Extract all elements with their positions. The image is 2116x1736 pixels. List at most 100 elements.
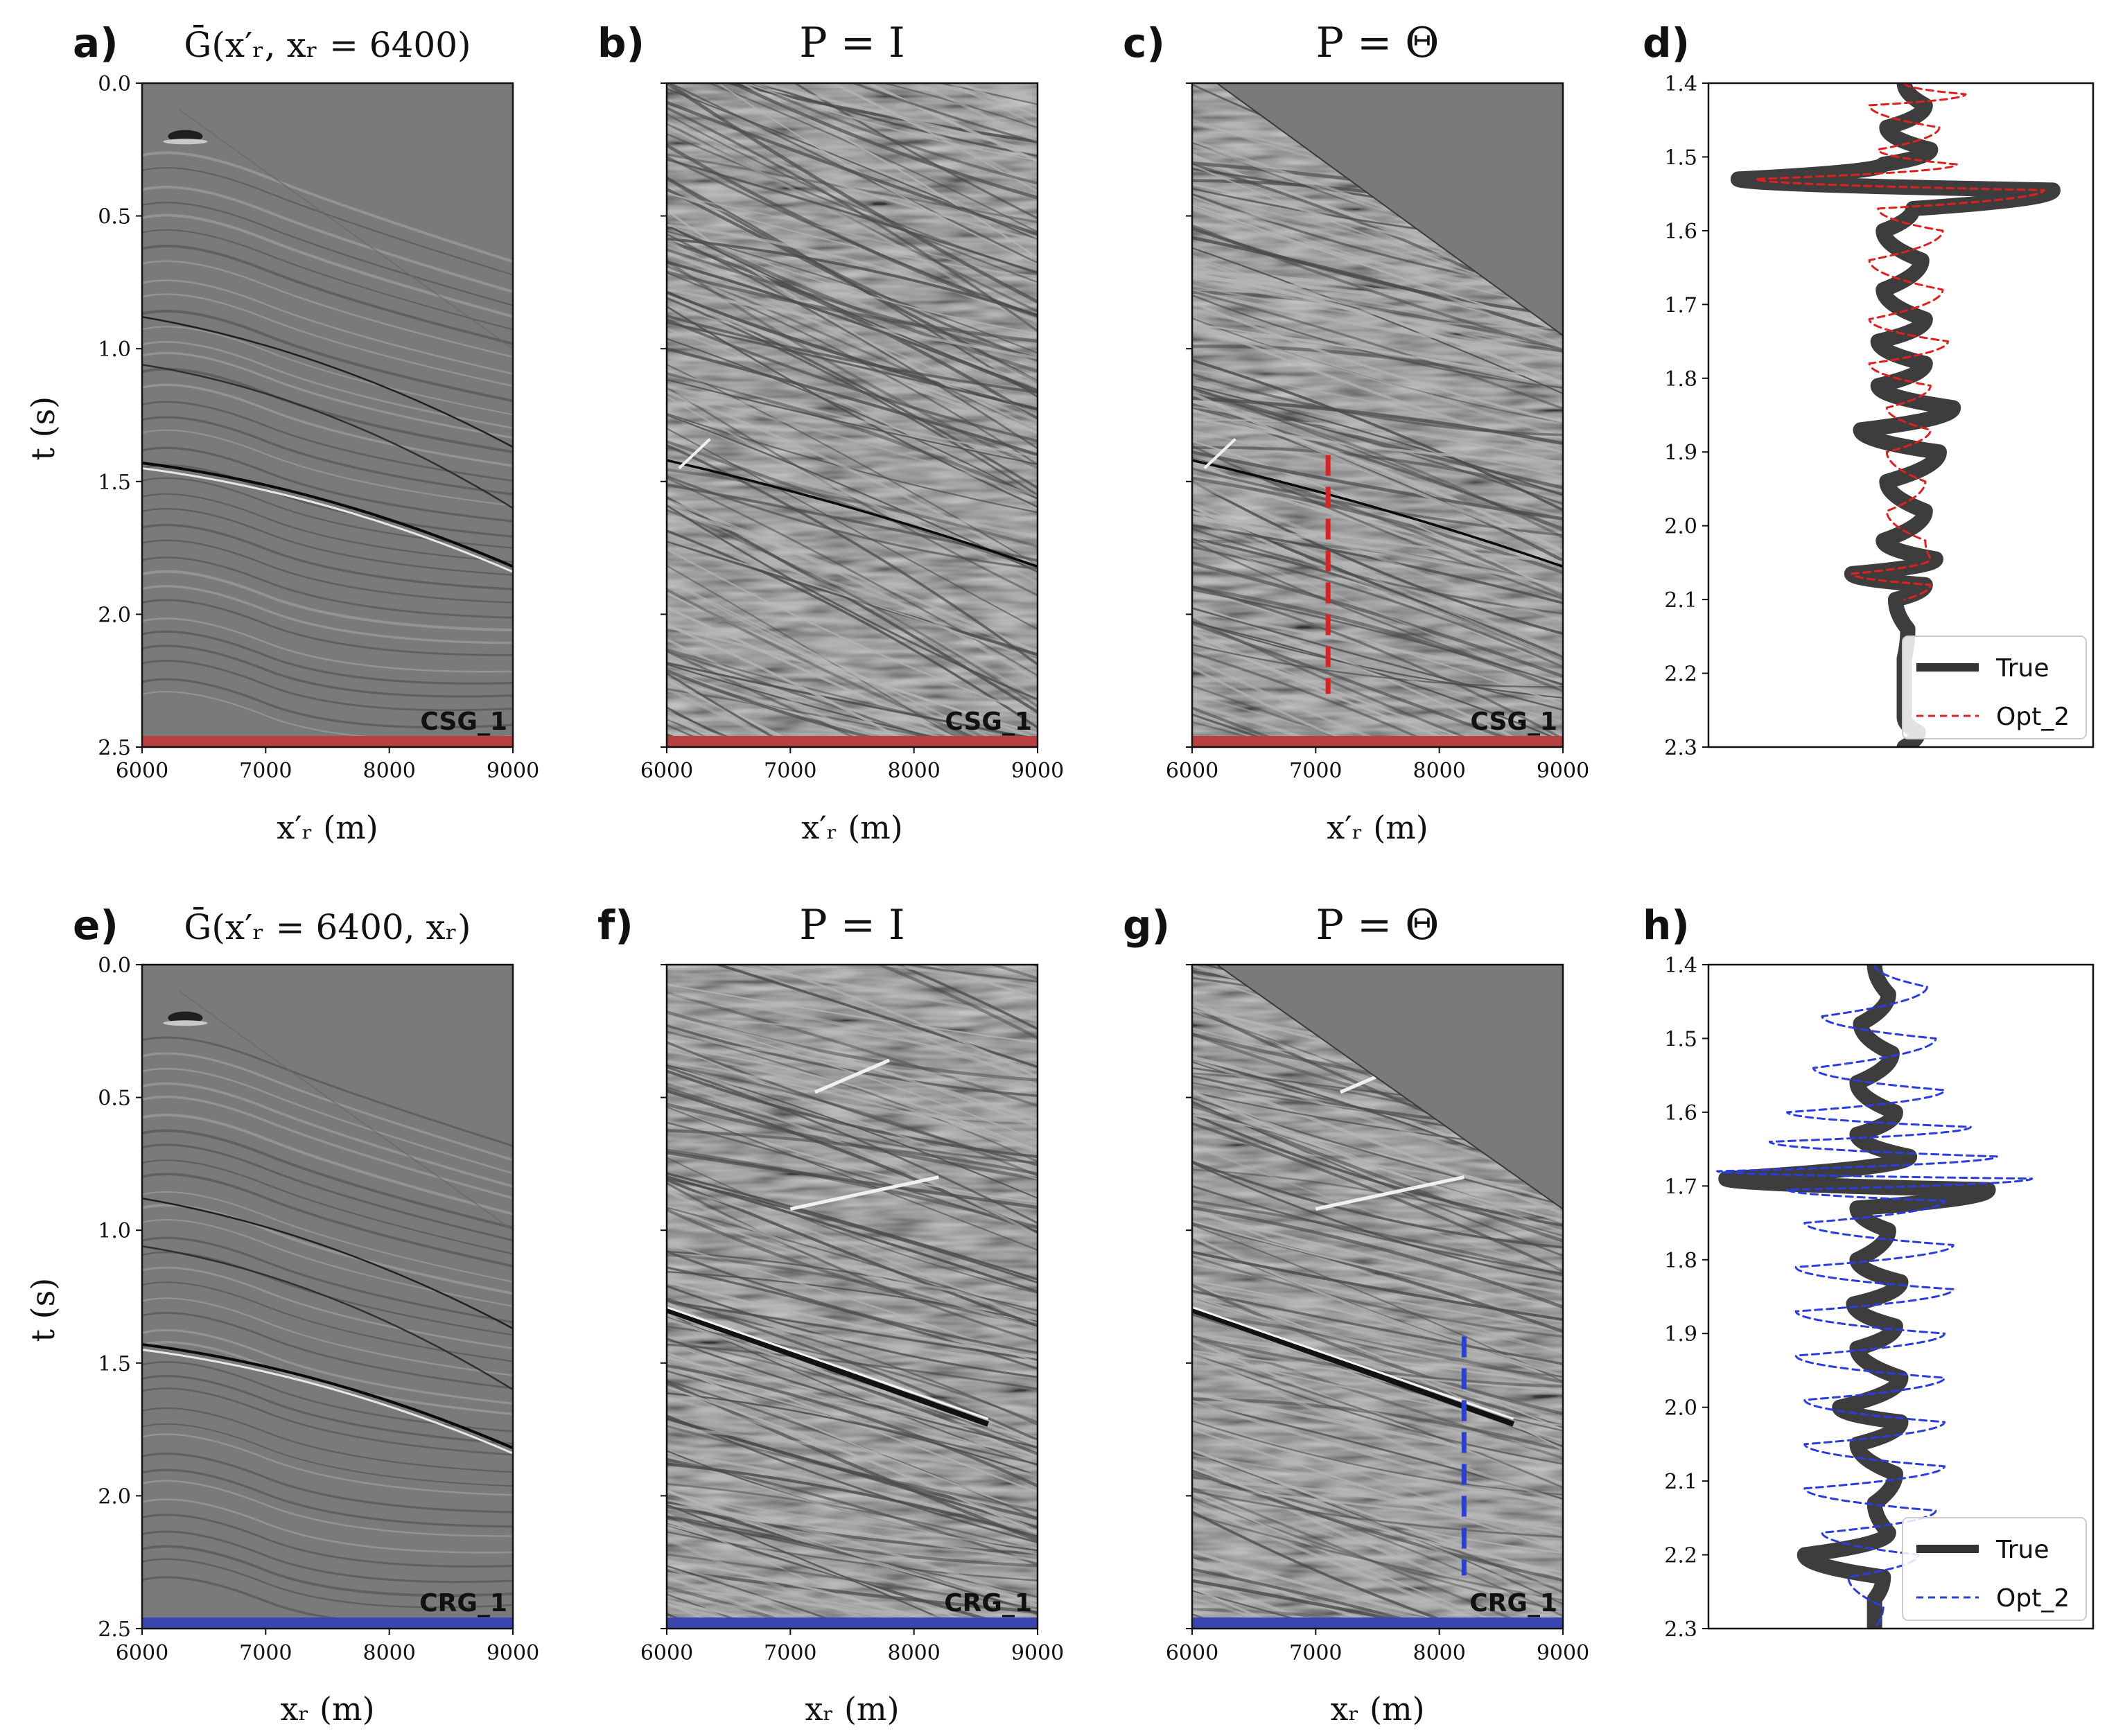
- gather-strip: [667, 736, 1038, 747]
- event-streak: [667, 1462, 1038, 1538]
- event-streak: [1192, 308, 1563, 375]
- event-streak: [667, 209, 1038, 431]
- event-streak: [1192, 254, 1563, 351]
- reflection-event: [142, 1423, 513, 1487]
- reflection-event: [142, 315, 513, 448]
- y-tick-label: 1.5: [1664, 146, 1697, 170]
- legend-label: Opt_2: [1996, 703, 2070, 731]
- strong-reflection-light: [142, 1349, 513, 1455]
- panel-letter: h): [1643, 902, 1690, 949]
- legend-label: Opt_2: [1996, 1584, 2070, 1613]
- y-tick-label: 2.3: [1664, 736, 1697, 760]
- event-streak: [1192, 1332, 1563, 1424]
- event-streak: [667, 1105, 1038, 1203]
- y-tick-label: 1.0: [98, 337, 131, 362]
- event-streak: [1192, 644, 1563, 688]
- gather-label: CRG_1: [1469, 1589, 1557, 1617]
- bright-event: [814, 1058, 890, 1094]
- event-streak: [1192, 1428, 1563, 1553]
- event-streak: [667, 321, 1038, 411]
- y-tick-label: 2.0: [1664, 515, 1697, 539]
- panel-e: CRG_1 6000 7000 8000 9000 0.0 0.5 1.0 1.5 2.0 2.5 x…: [24, 902, 539, 1728]
- event-streak: [667, 238, 1038, 423]
- event-streak: [1192, 511, 1563, 564]
- x-tick-label: 7000: [764, 759, 816, 783]
- panel-title: P = I: [799, 901, 905, 949]
- event-streak: [667, 533, 1038, 653]
- event-streak: [667, 270, 1038, 343]
- event-streak: [667, 1050, 1038, 1151]
- event-streak: [1192, 1462, 1563, 1613]
- event-streak: [667, 505, 1038, 701]
- reflection-event: [142, 1453, 513, 1514]
- event-streak: [1192, 666, 1364, 747]
- event-streak: [1192, 1417, 1563, 1551]
- event-streak: [667, 83, 1038, 304]
- reflection-event: [142, 186, 513, 293]
- event-streak: [1192, 1160, 1563, 1249]
- trace-opt-2: [1716, 965, 2034, 1629]
- reflection-event: [142, 1498, 513, 1554]
- event-streak: [667, 1182, 1038, 1342]
- event-streak: [667, 133, 1038, 283]
- strong-reflection: [667, 459, 1038, 568]
- event-streak: [1192, 1491, 1563, 1588]
- reflection-event: [142, 1297, 513, 1376]
- event-streak: [1192, 1200, 1563, 1277]
- x-tick-label: 8000: [1413, 1641, 1465, 1665]
- event-streak: [667, 1024, 1038, 1098]
- event-streak: [1192, 198, 1563, 347]
- event-streak: [1192, 1455, 1563, 1551]
- legend-box: [1902, 1517, 2087, 1621]
- event-streak: [667, 314, 1038, 394]
- event-streak: [755, 965, 1038, 1078]
- event-streak: [667, 529, 1038, 729]
- y-tick-label: 2.2: [1664, 663, 1697, 687]
- y-tick-label: 2.1: [1664, 588, 1697, 613]
- event-streak: [1192, 1590, 1332, 1629]
- event-streak: [1192, 224, 1563, 351]
- event-streak: [1192, 561, 1563, 678]
- reflection-event: [142, 1191, 513, 1283]
- event-streak: [667, 1066, 1038, 1225]
- event-streak: [667, 1599, 806, 1629]
- event-streak: [667, 428, 1038, 630]
- reflection-event: [142, 326, 513, 416]
- event-streak: [667, 1380, 1038, 1542]
- panel-f: CRG_1 6000 7000 8000 9000 xᵣ (m) f) P = I: [597, 901, 1064, 1728]
- event-streak: [667, 717, 753, 747]
- event-streak: [667, 506, 1038, 655]
- event-streak: [744, 83, 1038, 185]
- reflection-event: [142, 1387, 513, 1456]
- panel-title: P = Θ: [1316, 901, 1440, 949]
- event-streak: [1192, 1421, 1563, 1505]
- event-streak: [1192, 392, 1563, 505]
- event-streak: [667, 1325, 1038, 1423]
- gather-strip: [142, 736, 513, 747]
- reflection-event: [142, 660, 513, 712]
- event-streak: [1192, 405, 1563, 478]
- event-streak: [1192, 1579, 1444, 1629]
- event-streak: [667, 1285, 1038, 1378]
- event-streak: [667, 672, 794, 747]
- panel-b: CSG_1 6000 7000 8000 9000 x′ᵣ (m) b) P = I: [597, 19, 1064, 846]
- event-streak: [667, 238, 1038, 420]
- event-streak: [1192, 510, 1563, 656]
- reflection-event: [142, 279, 513, 375]
- event-streak: [667, 444, 1038, 666]
- event-streak: [667, 539, 1038, 656]
- reflection-event: [142, 363, 513, 509]
- x-tick-label: 9000: [1537, 759, 1589, 783]
- event-streak: [667, 991, 1038, 1107]
- x-axis-label: x′ᵣ (m): [277, 809, 378, 846]
- event-streak: [1192, 1354, 1563, 1453]
- reflection-event: [142, 1143, 513, 1242]
- panel-title: Ḡ(x′ᵣ = 6400, xᵣ): [184, 906, 471, 947]
- event-streak: [1192, 607, 1563, 711]
- event-streak: [667, 1364, 1038, 1488]
- event-streak: [667, 1531, 1038, 1581]
- x-tick-label: 7000: [764, 1641, 816, 1665]
- event-streak: [710, 965, 1038, 1022]
- event-streak: [1192, 1220, 1563, 1308]
- event-streak: [667, 1566, 837, 1629]
